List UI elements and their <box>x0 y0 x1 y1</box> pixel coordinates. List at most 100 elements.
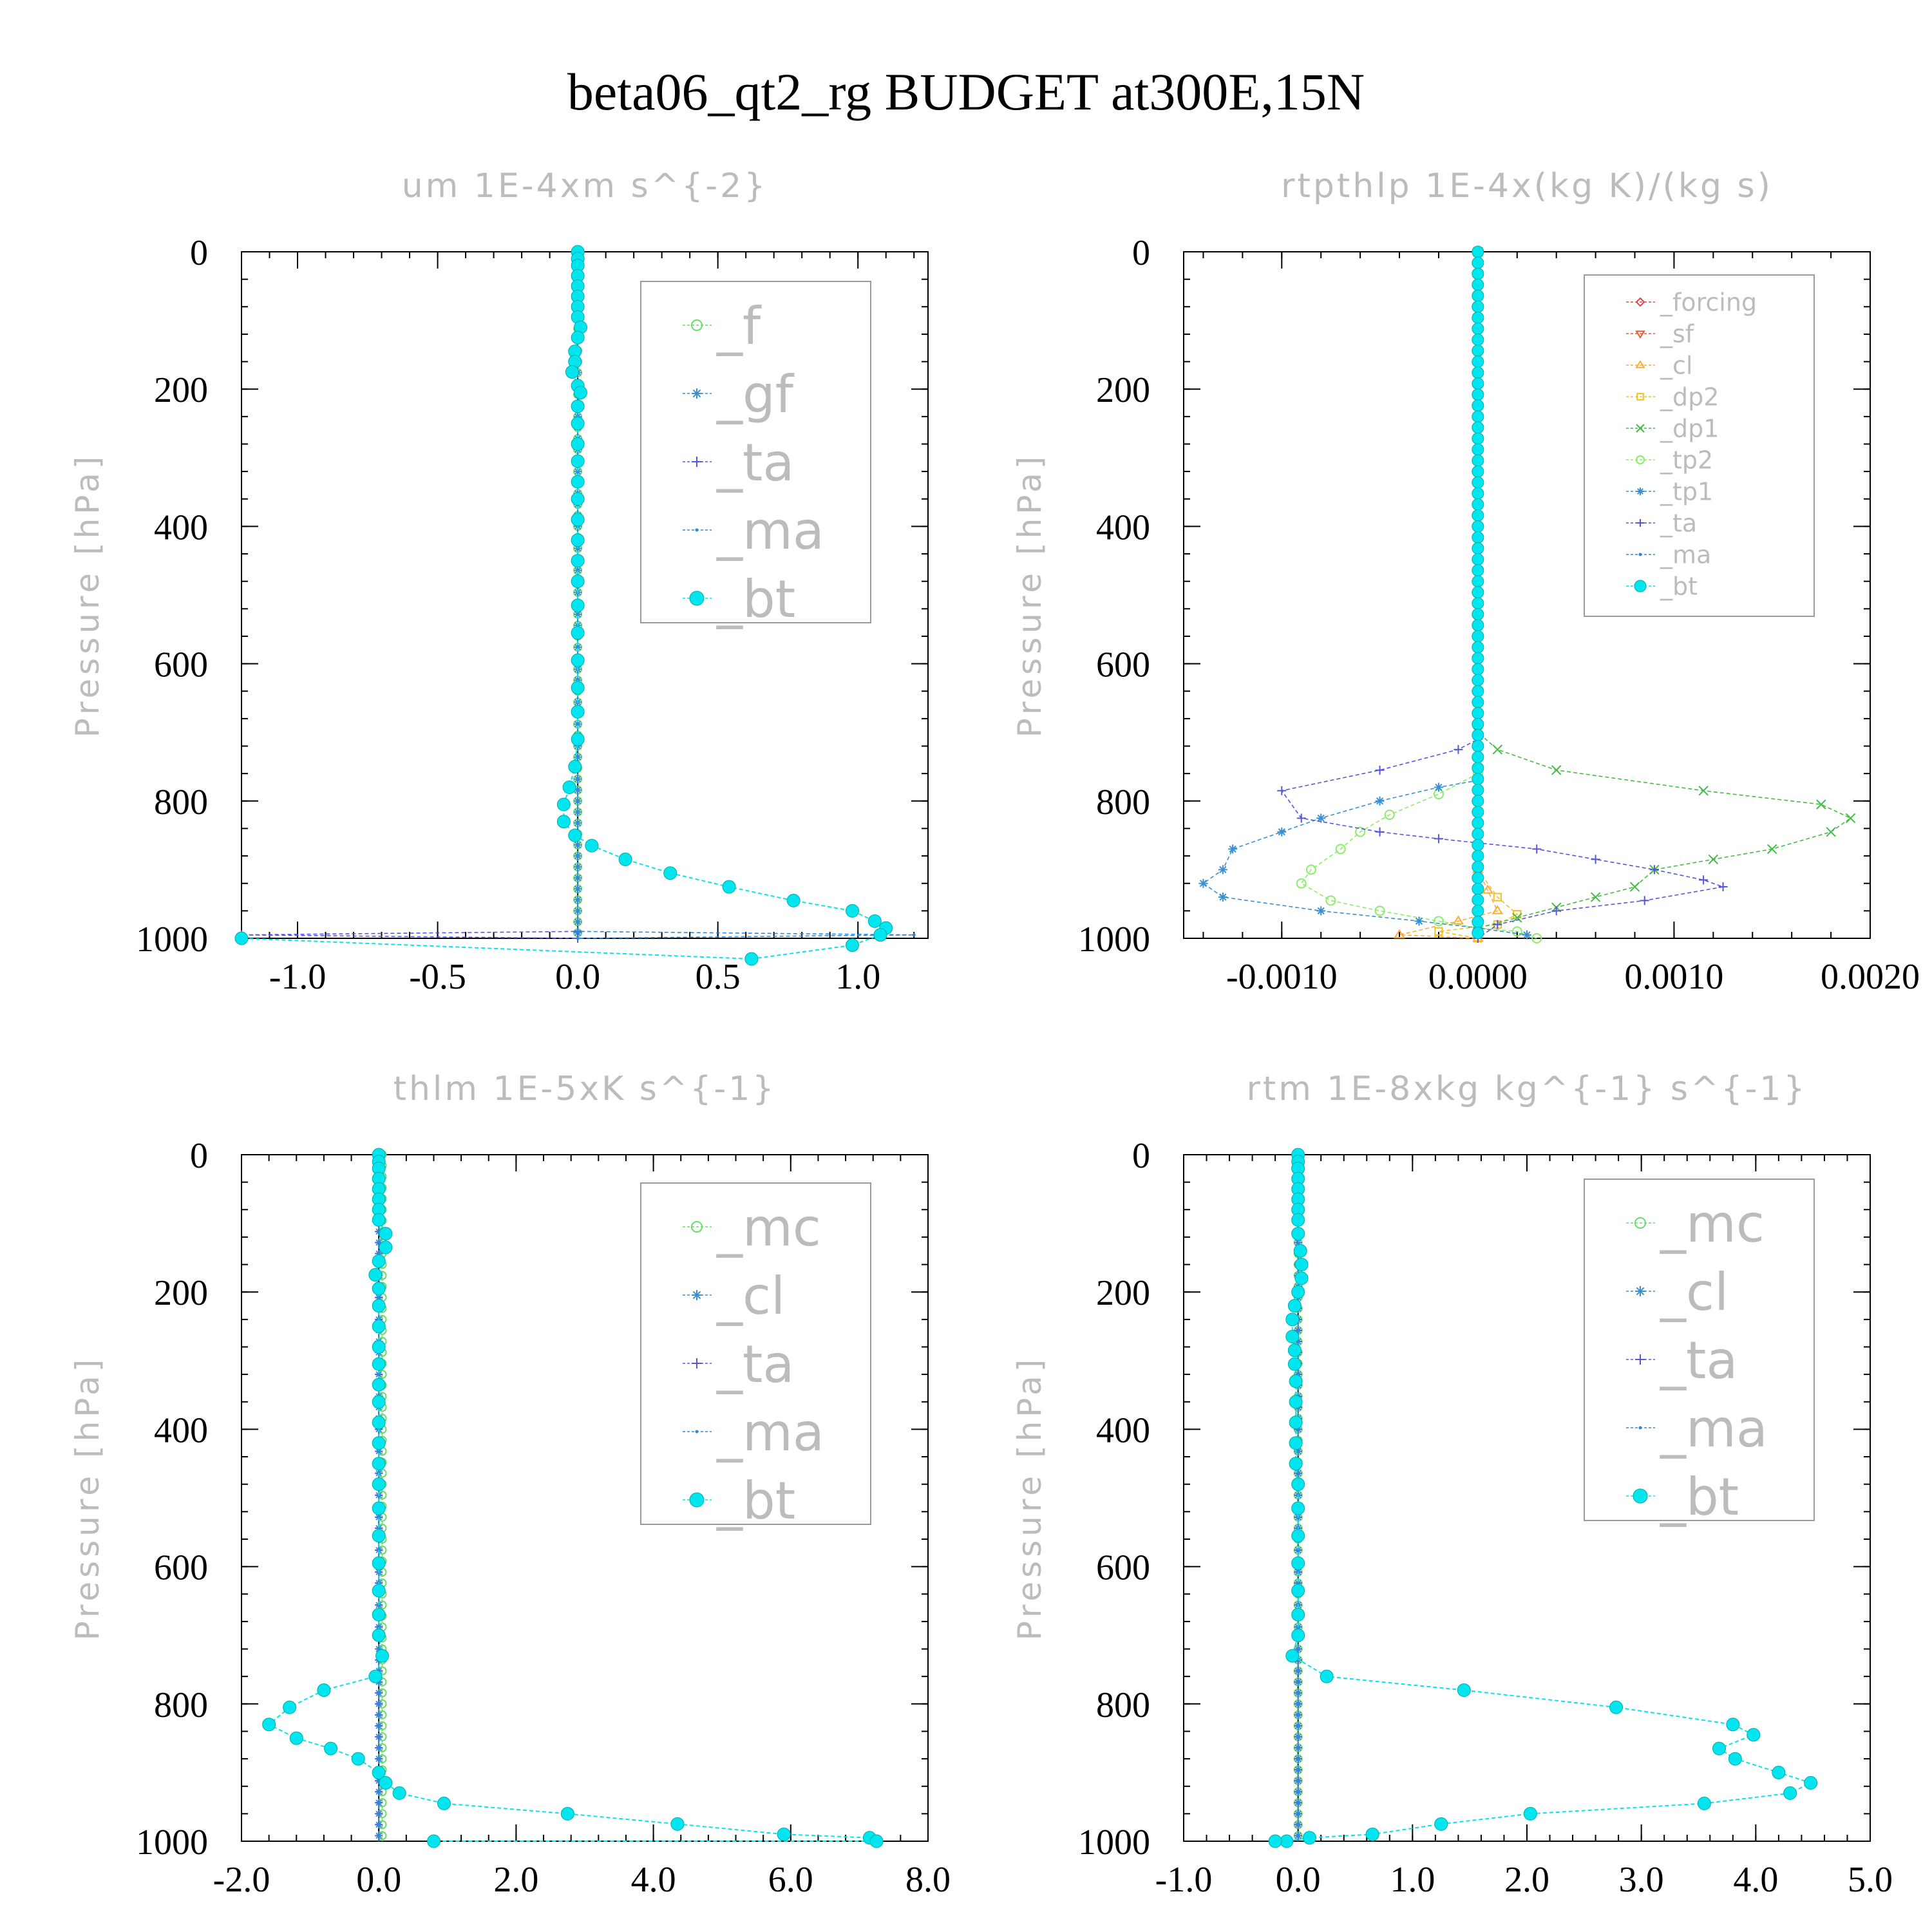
data-point <box>571 681 585 695</box>
data-point <box>377 1724 381 1728</box>
data-point <box>1472 915 1484 928</box>
data-point <box>1296 1647 1300 1651</box>
data-point <box>1296 1548 1300 1552</box>
data-point <box>869 1834 884 1848</box>
series-bt <box>262 1148 884 1848</box>
data-point <box>1472 256 1484 269</box>
series-line <box>1280 252 1725 939</box>
data-point <box>568 760 582 773</box>
panel-title: um 1E-4xm s^{-2} <box>402 167 768 205</box>
data-point <box>377 1746 381 1750</box>
data-point <box>846 938 860 952</box>
data-point <box>262 1718 276 1732</box>
data-point <box>377 1702 381 1706</box>
data-point <box>1355 826 1366 837</box>
data-point <box>1296 1450 1300 1454</box>
data-point <box>912 933 916 937</box>
y-tick-label: 200 <box>154 1273 208 1313</box>
data-point <box>571 533 585 547</box>
data-point <box>1472 399 1484 412</box>
data-point <box>1296 1702 1300 1706</box>
legend-marker <box>1636 393 1644 401</box>
data-point <box>571 598 585 612</box>
data-point <box>1472 696 1484 708</box>
data-point <box>1472 882 1484 895</box>
data-point <box>1472 454 1484 467</box>
data-point <box>1472 795 1484 808</box>
legend-item-ta: _ta <box>1626 509 1697 538</box>
legend-item-cl: _cl <box>1626 1262 1728 1322</box>
data-point <box>571 475 585 489</box>
data-point <box>1287 1343 1302 1358</box>
data-point <box>556 815 571 829</box>
panel-title: rtpthlp 1E-4x(kg K)/(kg s) <box>1281 167 1773 205</box>
data-point <box>1296 813 1306 823</box>
legend-marker <box>1636 519 1644 527</box>
data-point <box>1305 864 1316 875</box>
data-point <box>1699 875 1709 885</box>
series-line <box>1399 252 1499 939</box>
legend-marker <box>692 1358 702 1368</box>
series-cl <box>1394 246 1504 942</box>
legend-item-mc: _mc <box>1626 1194 1765 1254</box>
data-point <box>1472 542 1484 555</box>
data-point <box>1472 630 1484 643</box>
legend-box <box>1584 274 1815 617</box>
data-point <box>1472 773 1484 786</box>
data-point <box>571 554 585 568</box>
data-point <box>722 880 736 894</box>
data-point <box>392 1786 406 1800</box>
legend-item-ma: _ma <box>683 1403 824 1463</box>
data-point <box>1291 1501 1305 1515</box>
legend-item-ta: _ta <box>683 1334 794 1394</box>
data-point <box>1472 926 1484 939</box>
data-point <box>234 931 249 945</box>
series-bt <box>234 245 893 966</box>
data-point <box>1493 893 1502 902</box>
data-point <box>1296 1823 1300 1826</box>
data-point <box>1708 854 1719 865</box>
data-point <box>1712 1741 1726 1756</box>
data-point <box>786 893 800 907</box>
x-tick-label: 2.0 <box>1504 1860 1549 1900</box>
data-point <box>1289 1416 1303 1430</box>
data-point <box>1640 896 1649 905</box>
data-point <box>1649 865 1659 875</box>
legend-label: _forcing <box>1660 289 1757 317</box>
legend-label: _f <box>716 296 762 356</box>
data-point <box>1296 1833 1300 1837</box>
legend-item-bt: _bt <box>683 1471 795 1531</box>
data-point <box>1291 1227 1305 1241</box>
legend-item-ma: _ma <box>683 501 824 561</box>
x-tick-label: 0.0 <box>356 1860 401 1900</box>
data-point <box>377 1625 381 1629</box>
data-point <box>1218 865 1227 875</box>
x-tick-label: 0.0 <box>555 957 600 997</box>
x-tick-label: 3.0 <box>1619 1860 1664 1900</box>
legend-marker <box>1638 553 1642 556</box>
data-point <box>568 828 582 842</box>
legend-marker <box>1634 1217 1646 1229</box>
legend-marker <box>691 319 703 331</box>
data-point <box>1472 663 1484 676</box>
y-tick-label: 800 <box>154 782 208 822</box>
y-tick-label: 800 <box>1096 1685 1150 1725</box>
x-tick-label: -1.0 <box>269 957 327 997</box>
data-point <box>1551 906 1561 916</box>
data-point <box>372 1584 386 1598</box>
data-point <box>1472 608 1484 621</box>
data-point <box>571 513 585 527</box>
legend-item-gf: _gf <box>683 365 795 424</box>
data-point <box>573 386 587 400</box>
data-point <box>1472 817 1484 829</box>
y-tick-label: 800 <box>154 1685 208 1725</box>
data-point <box>1472 245 1484 258</box>
legend-marker <box>1636 455 1645 464</box>
data-point <box>1296 1713 1300 1717</box>
data-point <box>1280 1834 1294 1848</box>
series-bt <box>1472 245 1484 939</box>
data-point <box>670 1817 685 1831</box>
y-tick-label: 1000 <box>136 1823 208 1862</box>
data-point <box>1532 844 1542 854</box>
data-point <box>1845 813 1856 824</box>
